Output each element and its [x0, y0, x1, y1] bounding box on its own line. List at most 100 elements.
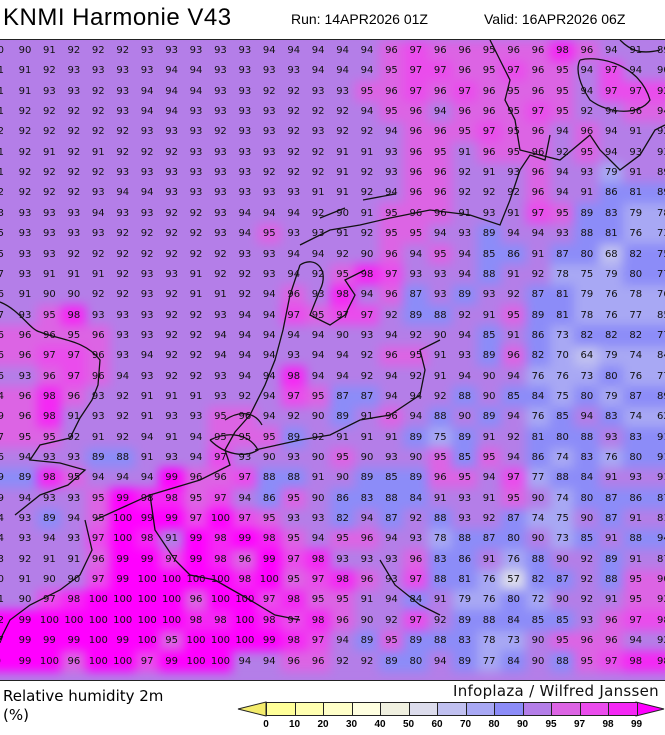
color-cell: [256, 467, 282, 489]
color-cell: [501, 223, 527, 245]
color-cell: [12, 427, 38, 449]
color-cell: [183, 305, 209, 327]
color-cell: [574, 406, 600, 428]
color-cell: [159, 305, 185, 327]
legend-tick-label: 60: [431, 719, 443, 730]
color-cell: [207, 406, 233, 428]
color-cell: [183, 40, 209, 62]
color-cell: [598, 40, 624, 62]
grid-value: 79: [629, 207, 643, 219]
color-cell: [623, 162, 649, 184]
color-cell: [354, 508, 380, 530]
color-cell: [501, 244, 527, 265]
color-cell: [623, 305, 649, 327]
color-cell: [330, 182, 356, 204]
color-cell: [354, 549, 380, 571]
legend-color-box: [522, 702, 552, 716]
color-cell: [12, 60, 38, 82]
color-cell: [281, 366, 307, 388]
color-cell: [159, 162, 185, 184]
color-cell: [403, 121, 429, 143]
grid-value: 77: [629, 309, 643, 321]
color-cell: [354, 223, 380, 245]
color-cell: [207, 223, 233, 245]
color-cell: [0, 264, 14, 286]
color-cell: [476, 325, 502, 347]
color-cell: [85, 162, 111, 184]
color-cell: [354, 345, 380, 367]
color-cell: [354, 528, 380, 550]
grid-value: 82: [629, 248, 643, 260]
color-cell: [427, 528, 453, 550]
color-cell: [501, 101, 527, 123]
color-cell: [110, 406, 136, 428]
color-cell: [427, 488, 453, 510]
color-cell: [85, 142, 111, 164]
color-cell: [598, 305, 624, 327]
color-cell: [61, 203, 87, 225]
grid-value: 92: [657, 635, 665, 647]
color-cell: [61, 81, 87, 103]
color-cell: [354, 284, 380, 306]
color-cell: [159, 366, 185, 388]
grid-value: 98: [629, 655, 643, 667]
color-cell: [183, 264, 209, 286]
color-cell: [525, 101, 551, 123]
color-cell: [623, 528, 649, 550]
color-cell: [12, 182, 38, 204]
color-cell: [403, 305, 429, 327]
color-cell: [36, 325, 62, 347]
color-cell: [427, 386, 453, 408]
color-cell: [256, 101, 282, 123]
color-cell: [183, 406, 209, 428]
color-cell: [110, 182, 136, 204]
color-cell: [598, 345, 624, 367]
color-cell: [305, 121, 331, 143]
color-cell: [525, 223, 551, 245]
color-cell: [330, 142, 356, 164]
color-cell: [598, 203, 624, 225]
color-cell: [207, 427, 233, 449]
grid-value: 6: [0, 350, 4, 362]
color-cell: [281, 223, 307, 245]
color-cell: [354, 264, 380, 286]
color-cell: [452, 81, 478, 103]
color-cell: [183, 244, 209, 265]
color-cell: [183, 549, 209, 571]
color-cell: [232, 264, 258, 286]
color-cell: [574, 366, 600, 388]
color-cell: [207, 101, 233, 123]
grid-value: 80: [629, 268, 643, 280]
color-cell: [85, 325, 111, 347]
color-cell: [647, 81, 665, 103]
legend-color-box: [351, 702, 381, 716]
grid-value: 95: [629, 594, 643, 606]
color-cell: [159, 40, 185, 62]
color-cell: [452, 488, 478, 510]
color-cell: [549, 406, 575, 428]
color-cell: [256, 528, 282, 550]
legend-tick-label: 95: [545, 719, 557, 730]
color-cell: [354, 569, 380, 591]
color-cell: [427, 305, 453, 327]
grid-value: 94: [657, 533, 665, 545]
color-cell: [354, 142, 380, 164]
color-cell: [12, 528, 38, 550]
credit-text: Infoplaza / Wilfred Janssen: [453, 682, 659, 700]
grid-value: 97: [629, 614, 643, 626]
color-cell: [623, 264, 649, 286]
grid-value: 73: [657, 228, 665, 240]
color-cell: [330, 549, 356, 571]
color-cell: [281, 81, 307, 103]
color-cell: [110, 244, 136, 265]
color-cell: [12, 325, 38, 347]
color-cell: [159, 121, 185, 143]
color-cell: [330, 488, 356, 510]
color-cell: [12, 508, 38, 530]
color-cell: [85, 447, 111, 469]
color-cell: [36, 81, 62, 103]
color-cell: [549, 549, 575, 571]
legend-color-box: [437, 702, 467, 716]
color-cell: [647, 366, 665, 388]
color-cell: [598, 508, 624, 530]
